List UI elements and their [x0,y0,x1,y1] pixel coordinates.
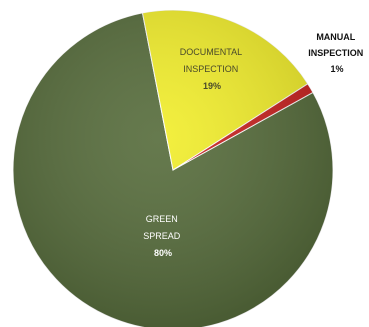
slice-percent-manual: 1% [330,64,343,74]
slice-label-manual-inspection: MANUAL INSPECTION 1% [308,32,366,74]
slice-label-documental-line2: INSPECTION [183,64,238,74]
slice-label-manual-line2: INSPECTION [308,48,363,58]
slice-label-green-spread-line1: GREEN [146,214,178,224]
slice-label-documental-line1: DOCUMENTAL [180,47,242,57]
slice-label-documental-inspection: DOCUMENTAL INSPECTION 19% [180,47,245,91]
slice-label-manual-line1: MANUAL [316,32,355,42]
slice-label-green-spread-line2: SPREAD [143,231,181,241]
slice-percent-documental: 19% [203,81,221,91]
slice-label-green-spread: GREEN SPREAD 80% [143,214,183,258]
slice-percent-green-spread: 80% [154,248,172,258]
